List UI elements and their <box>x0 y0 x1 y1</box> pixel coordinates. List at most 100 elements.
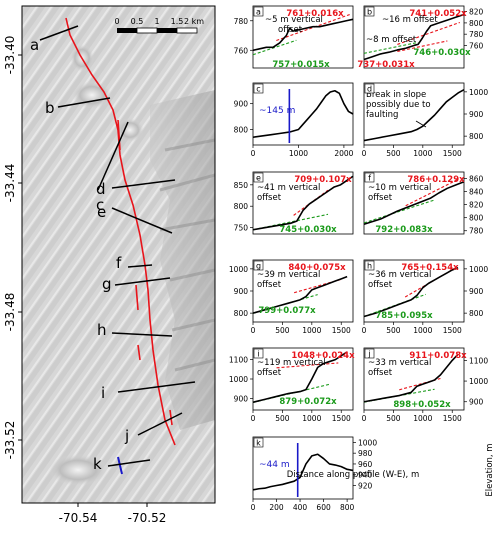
profile-letters: a b cde fg h i j k <box>30 36 129 473</box>
fit-equation: 757+0.015x <box>272 60 330 70</box>
profile-line-h <box>111 332 173 337</box>
profile-panel-c: 800 900 0 1000 2000 ~145 m c <box>234 82 354 158</box>
ytick-label: 860 <box>469 175 484 184</box>
panel-annotation: faulting <box>366 110 398 120</box>
xtick-label: 1000 <box>302 326 321 335</box>
fit-equation: 1048+0.024x <box>291 351 355 361</box>
panel-annotation: ~16 m offset <box>382 15 438 25</box>
fit-equation: 761+0.016x <box>286 9 344 19</box>
panel-letter-box <box>253 348 264 359</box>
scale-segment <box>176 27 198 34</box>
fit-equation: 792+0.083x <box>375 225 433 235</box>
panel-annotation: ~5 m vertical <box>265 15 323 25</box>
fit-equation: 765+0.154x <box>401 263 459 273</box>
fit-line <box>276 362 339 369</box>
xtick-label: 1500 <box>443 414 462 423</box>
panel-annotation: possibly due to <box>366 100 431 110</box>
ytick-label: 760 <box>234 46 249 55</box>
panel-letter-box <box>364 348 375 359</box>
elevation-profile <box>252 89 354 139</box>
map-xtick-label: -70.52 <box>128 511 167 525</box>
mountain-relief <box>150 90 215 430</box>
xtick-label: 1500 <box>443 326 462 335</box>
ytick-label: 1000 <box>358 438 377 447</box>
panel-annotation: ~33 m vertical <box>368 358 431 368</box>
ytick-label: 800 <box>234 309 249 318</box>
ytick-label: 980 <box>358 449 373 458</box>
panel-annotation: offset <box>257 368 282 378</box>
panel-frame <box>252 171 354 235</box>
profile-panel-j: 900 1000 1100 0 500 1000 1500 911+0.078x 898+0.0… <box>362 347 488 423</box>
panel-letter: i <box>257 350 259 359</box>
fit-line <box>252 383 330 403</box>
fit-equation: 709+0.107x <box>294 175 352 185</box>
profile-line-c <box>97 121 129 191</box>
panel-annotation: ~8 m offset <box>366 35 417 45</box>
xtick-label: 0 <box>362 326 367 335</box>
fit-equation: 745+0.030x <box>279 225 337 235</box>
profile-letter-e: e <box>97 203 106 221</box>
marker-label: ~145 m <box>259 106 295 116</box>
panel-letter: b <box>367 8 372 17</box>
fit-equation: 746+0.030x <box>413 48 471 58</box>
scale-segment <box>117 28 137 33</box>
ytick-label: 940 <box>358 471 373 480</box>
xtick-label: 600 <box>316 503 331 512</box>
fit-equation: 785+0.095x <box>375 311 433 321</box>
map-longitude-ticks: -70.54 -70.52 <box>59 503 167 525</box>
fit-equation: 879+0.072x <box>279 397 337 407</box>
map-latitude-ticks: -33.40 -33.44 -33.48 -33.52 <box>3 36 22 460</box>
ytick-label: 900 <box>469 110 484 119</box>
panel-letter: d <box>367 85 372 94</box>
fault-splay <box>117 119 121 151</box>
panel-letter: e <box>256 174 261 183</box>
fit-line <box>363 41 419 54</box>
profile-line-b <box>57 97 111 108</box>
map-xtick-label: -70.54 <box>59 511 98 525</box>
elevation-profile <box>363 353 459 403</box>
ytick-label: 900 <box>469 398 484 407</box>
profile-letter-a: a <box>30 36 39 54</box>
fit-equation: 840+0.075x <box>288 263 346 273</box>
map-ytick-label: -33.52 <box>3 421 17 460</box>
xtick-label: 2000 <box>334 149 353 158</box>
profile-panel-i: 900 1000 1100 0 500 1000 1500 1048+0.024x 879+0.… <box>229 347 355 423</box>
ytick-label: 900 <box>234 394 249 403</box>
profile-panel-e: 750 800 850 709+0.107x 745+0.030x ~41 m verti… <box>234 171 354 235</box>
panel-annotation: Break in slope <box>366 90 426 100</box>
ytick-label: 1100 <box>469 356 488 365</box>
ytick-label: 1000 <box>229 375 248 384</box>
xtick-label: 1500 <box>332 414 351 423</box>
ytick-label: 780 <box>234 17 249 26</box>
hillshade-map: a b cde fg h i j k 0 0.5 1 1.5 2 km <box>21 5 216 504</box>
panel-annotation: ~10 m vertical <box>368 183 431 193</box>
xtick-label: 1000 <box>413 149 432 158</box>
panel-letter: f <box>368 174 371 183</box>
profile-line-i <box>117 381 196 393</box>
panel-letter: j <box>367 350 370 359</box>
profile-panel-g: 800 900 1000 0 500 1000 1500 840+0.075x 799+0.07… <box>229 259 354 335</box>
ytick-label: 850 <box>234 181 249 190</box>
ytick-label: 780 <box>469 227 484 236</box>
shared-ylabel: Elevation, m <box>485 443 495 496</box>
profile-panel-k: 920 940 960 980 1000 0 200 400 600 800 ~44 m k <box>251 436 377 512</box>
annotation-arrow <box>415 120 427 128</box>
panel-letter: g <box>256 262 261 271</box>
panel-letter-box <box>253 437 264 448</box>
panel-frame <box>363 171 465 235</box>
map-ytick-label: -33.40 <box>3 36 17 75</box>
ytick-label: 800 <box>469 309 484 318</box>
map-ytick-label: -33.44 <box>3 164 17 203</box>
elevation-profile <box>363 267 459 318</box>
panel-letter-box <box>253 260 264 271</box>
xtick-label: 500 <box>275 326 290 335</box>
profile-panel-f: 780 800 820 840 860 786+0.129x 792+0.083x ~10 m… <box>363 171 484 236</box>
ytick-label: 840 <box>469 188 484 197</box>
panel-annotation: offset <box>368 193 393 203</box>
panel-annotation: offset <box>278 25 303 35</box>
panel-annotation: offset <box>257 280 282 290</box>
panel-frame <box>252 5 354 69</box>
